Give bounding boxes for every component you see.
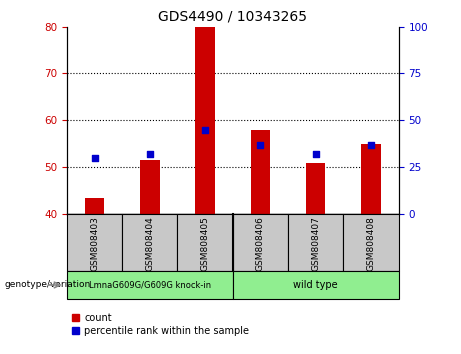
Bar [361,144,381,214]
Text: genotype/variation: genotype/variation [5,280,91,290]
Bar [67,214,122,271]
Text: LmnaG609G/G609G knock-in: LmnaG609G/G609G knock-in [89,280,211,290]
Bar [177,214,233,271]
Point [257,142,264,148]
Bar [122,214,177,271]
Point [91,155,98,161]
Point [367,142,375,148]
Bar [140,160,160,214]
Bar [85,198,104,214]
Bar [67,271,233,299]
Point [146,151,154,157]
Bar [233,271,399,299]
Text: GSM808405: GSM808405 [201,216,210,271]
Text: GSM808403: GSM808403 [90,216,99,271]
Bar [251,130,270,214]
Text: GSM808406: GSM808406 [256,216,265,271]
Point [312,151,319,157]
Bar [233,214,288,271]
Text: GSM808407: GSM808407 [311,216,320,271]
Text: wild type: wild type [294,280,338,290]
Text: GSM808404: GSM808404 [145,216,154,270]
Bar [306,162,325,214]
Bar [288,214,343,271]
Bar [343,214,399,271]
Text: GSM808408: GSM808408 [366,216,376,271]
Point [201,127,209,132]
Title: GDS4490 / 10343265: GDS4490 / 10343265 [158,10,307,24]
Legend: count, percentile rank within the sample: count, percentile rank within the sample [72,313,249,336]
Bar [195,27,215,214]
